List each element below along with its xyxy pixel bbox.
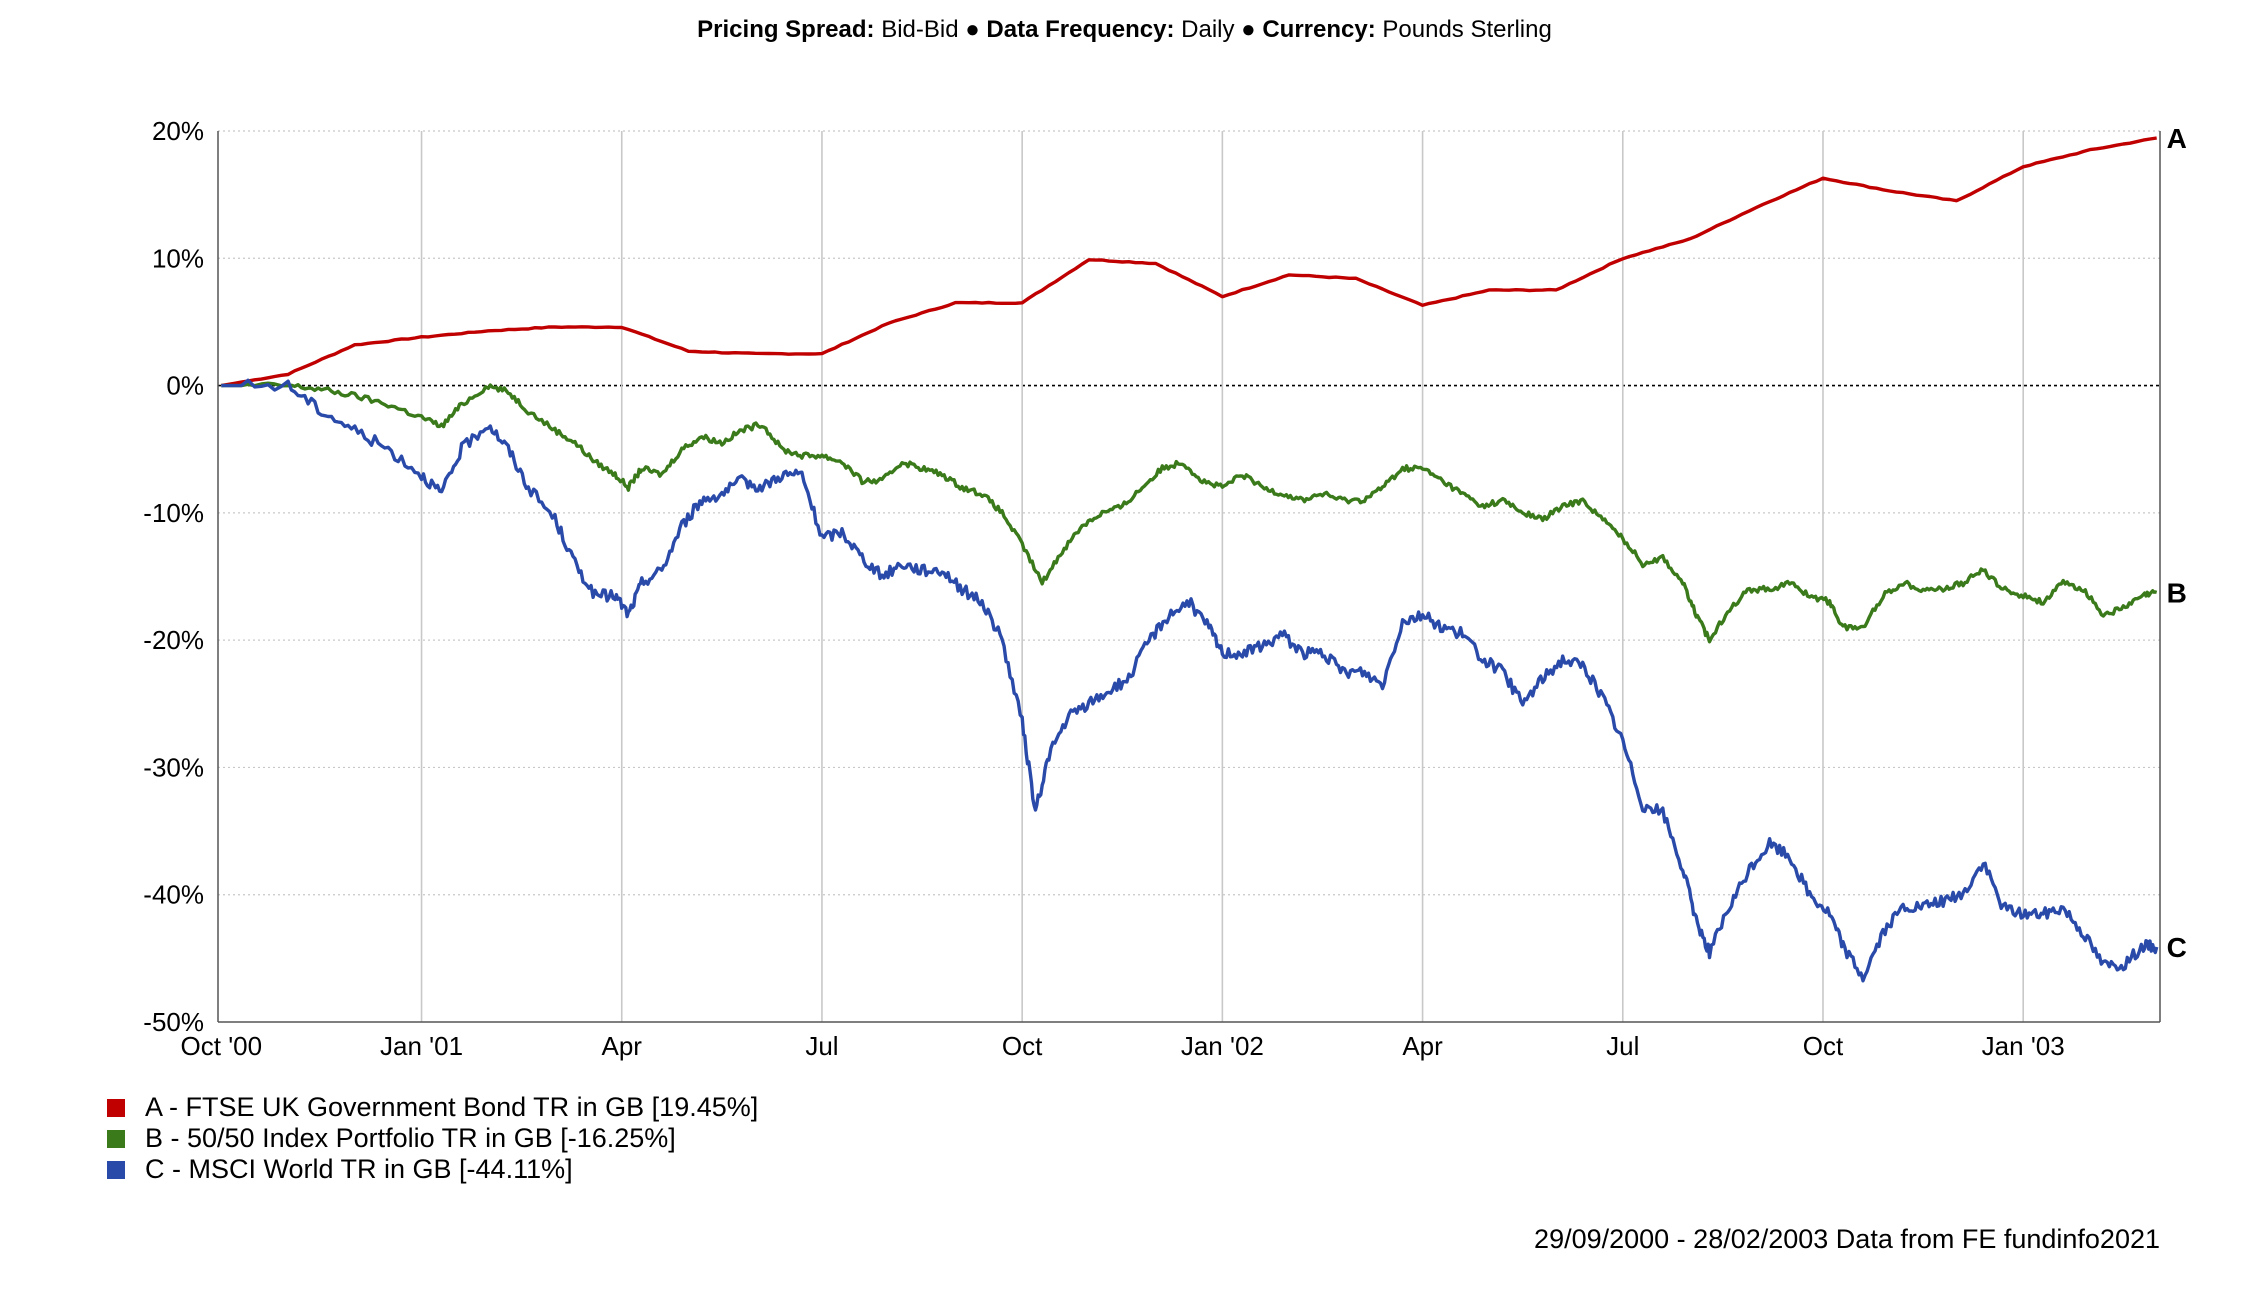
- bullet-separator: ●: [1241, 16, 1256, 43]
- y-tick-label: 10%: [152, 243, 204, 273]
- x-tick-label: Apr: [1402, 1031, 1443, 1061]
- series-end-label-a: A: [2167, 123, 2187, 154]
- series-lines: [221, 136, 2159, 983]
- legend-item-a[interactable]: A - FTSE UK Government Bond TR in GB [19…: [107, 1092, 758, 1123]
- legend-swatch-b: [107, 1129, 125, 1148]
- legend-swatch-a: [107, 1098, 125, 1117]
- x-tick-label: Oct: [1002, 1031, 1043, 1061]
- legend-swatch-c: [107, 1160, 125, 1179]
- bullet-separator: ●: [965, 16, 980, 43]
- legend-item-c[interactable]: C - MSCI World TR in GB [-44.11%]: [107, 1154, 758, 1185]
- x-tick-label: Jan '02: [1181, 1031, 1264, 1061]
- x-tick-label: Oct '00: [181, 1031, 263, 1061]
- currency-value: Pounds Sterling: [1382, 16, 1552, 43]
- x-tick-label: Jan '03: [1982, 1031, 2065, 1061]
- series-end-label-c: C: [2167, 932, 2187, 963]
- chart-header: Pricing Spread: Bid-Bid ● Data Frequency…: [0, 16, 2249, 44]
- pricing-spread-label: Pricing Spread:: [697, 16, 875, 43]
- tick-labels: 20% 10% 0% -10% -20% -30% -40% -50%Oct '00 Jan '…: [143, 116, 2187, 1061]
- series-end-label-b: B: [2167, 577, 2187, 608]
- x-tick-label: Oct: [1803, 1031, 1844, 1061]
- x-tick-label: Jul: [805, 1031, 838, 1061]
- y-tick-label: -20%: [143, 625, 204, 655]
- legend: A - FTSE UK Government Bond TR in GB [19…: [107, 1092, 758, 1185]
- legend-item-b[interactable]: B - 50/50 Index Portfolio TR in GB [-16.…: [107, 1123, 758, 1154]
- x-tick-label: Jul: [1606, 1031, 1639, 1061]
- y-tick-label: -50%: [143, 1007, 204, 1037]
- y-tick-label: -10%: [143, 498, 204, 528]
- legend-label-a: A - FTSE UK Government Bond TR in GB [19…: [145, 1092, 759, 1122]
- date-range-source: 29/09/2000 - 28/02/2003 Data from FE fun…: [1534, 1224, 2160, 1254]
- series-line-a: [221, 136, 2157, 388]
- data-frequency-value: Daily: [1181, 16, 1235, 43]
- x-tick-label: Jan '01: [380, 1031, 463, 1061]
- y-tick-label: -40%: [143, 880, 204, 910]
- pricing-spread-value: Bid-Bid: [881, 16, 959, 43]
- legend-label-c: C - MSCI World TR in GB [-44.11%]: [145, 1154, 573, 1184]
- data-frequency-label: Data Frequency:: [986, 16, 1175, 43]
- y-tick-label: -30%: [143, 752, 204, 782]
- series-line-b: [221, 381, 2158, 644]
- legend-label-b: B - 50/50 Index Portfolio TR in GB [-16.…: [145, 1123, 676, 1153]
- y-tick-label: 20%: [152, 116, 204, 146]
- y-tick-label: 0%: [166, 371, 204, 401]
- currency-label: Currency:: [1262, 16, 1376, 43]
- x-tick-label: Apr: [602, 1031, 643, 1061]
- axes: [217, 131, 2161, 1023]
- series-line-c: [221, 378, 2159, 983]
- gridlines: [218, 130, 2160, 1022]
